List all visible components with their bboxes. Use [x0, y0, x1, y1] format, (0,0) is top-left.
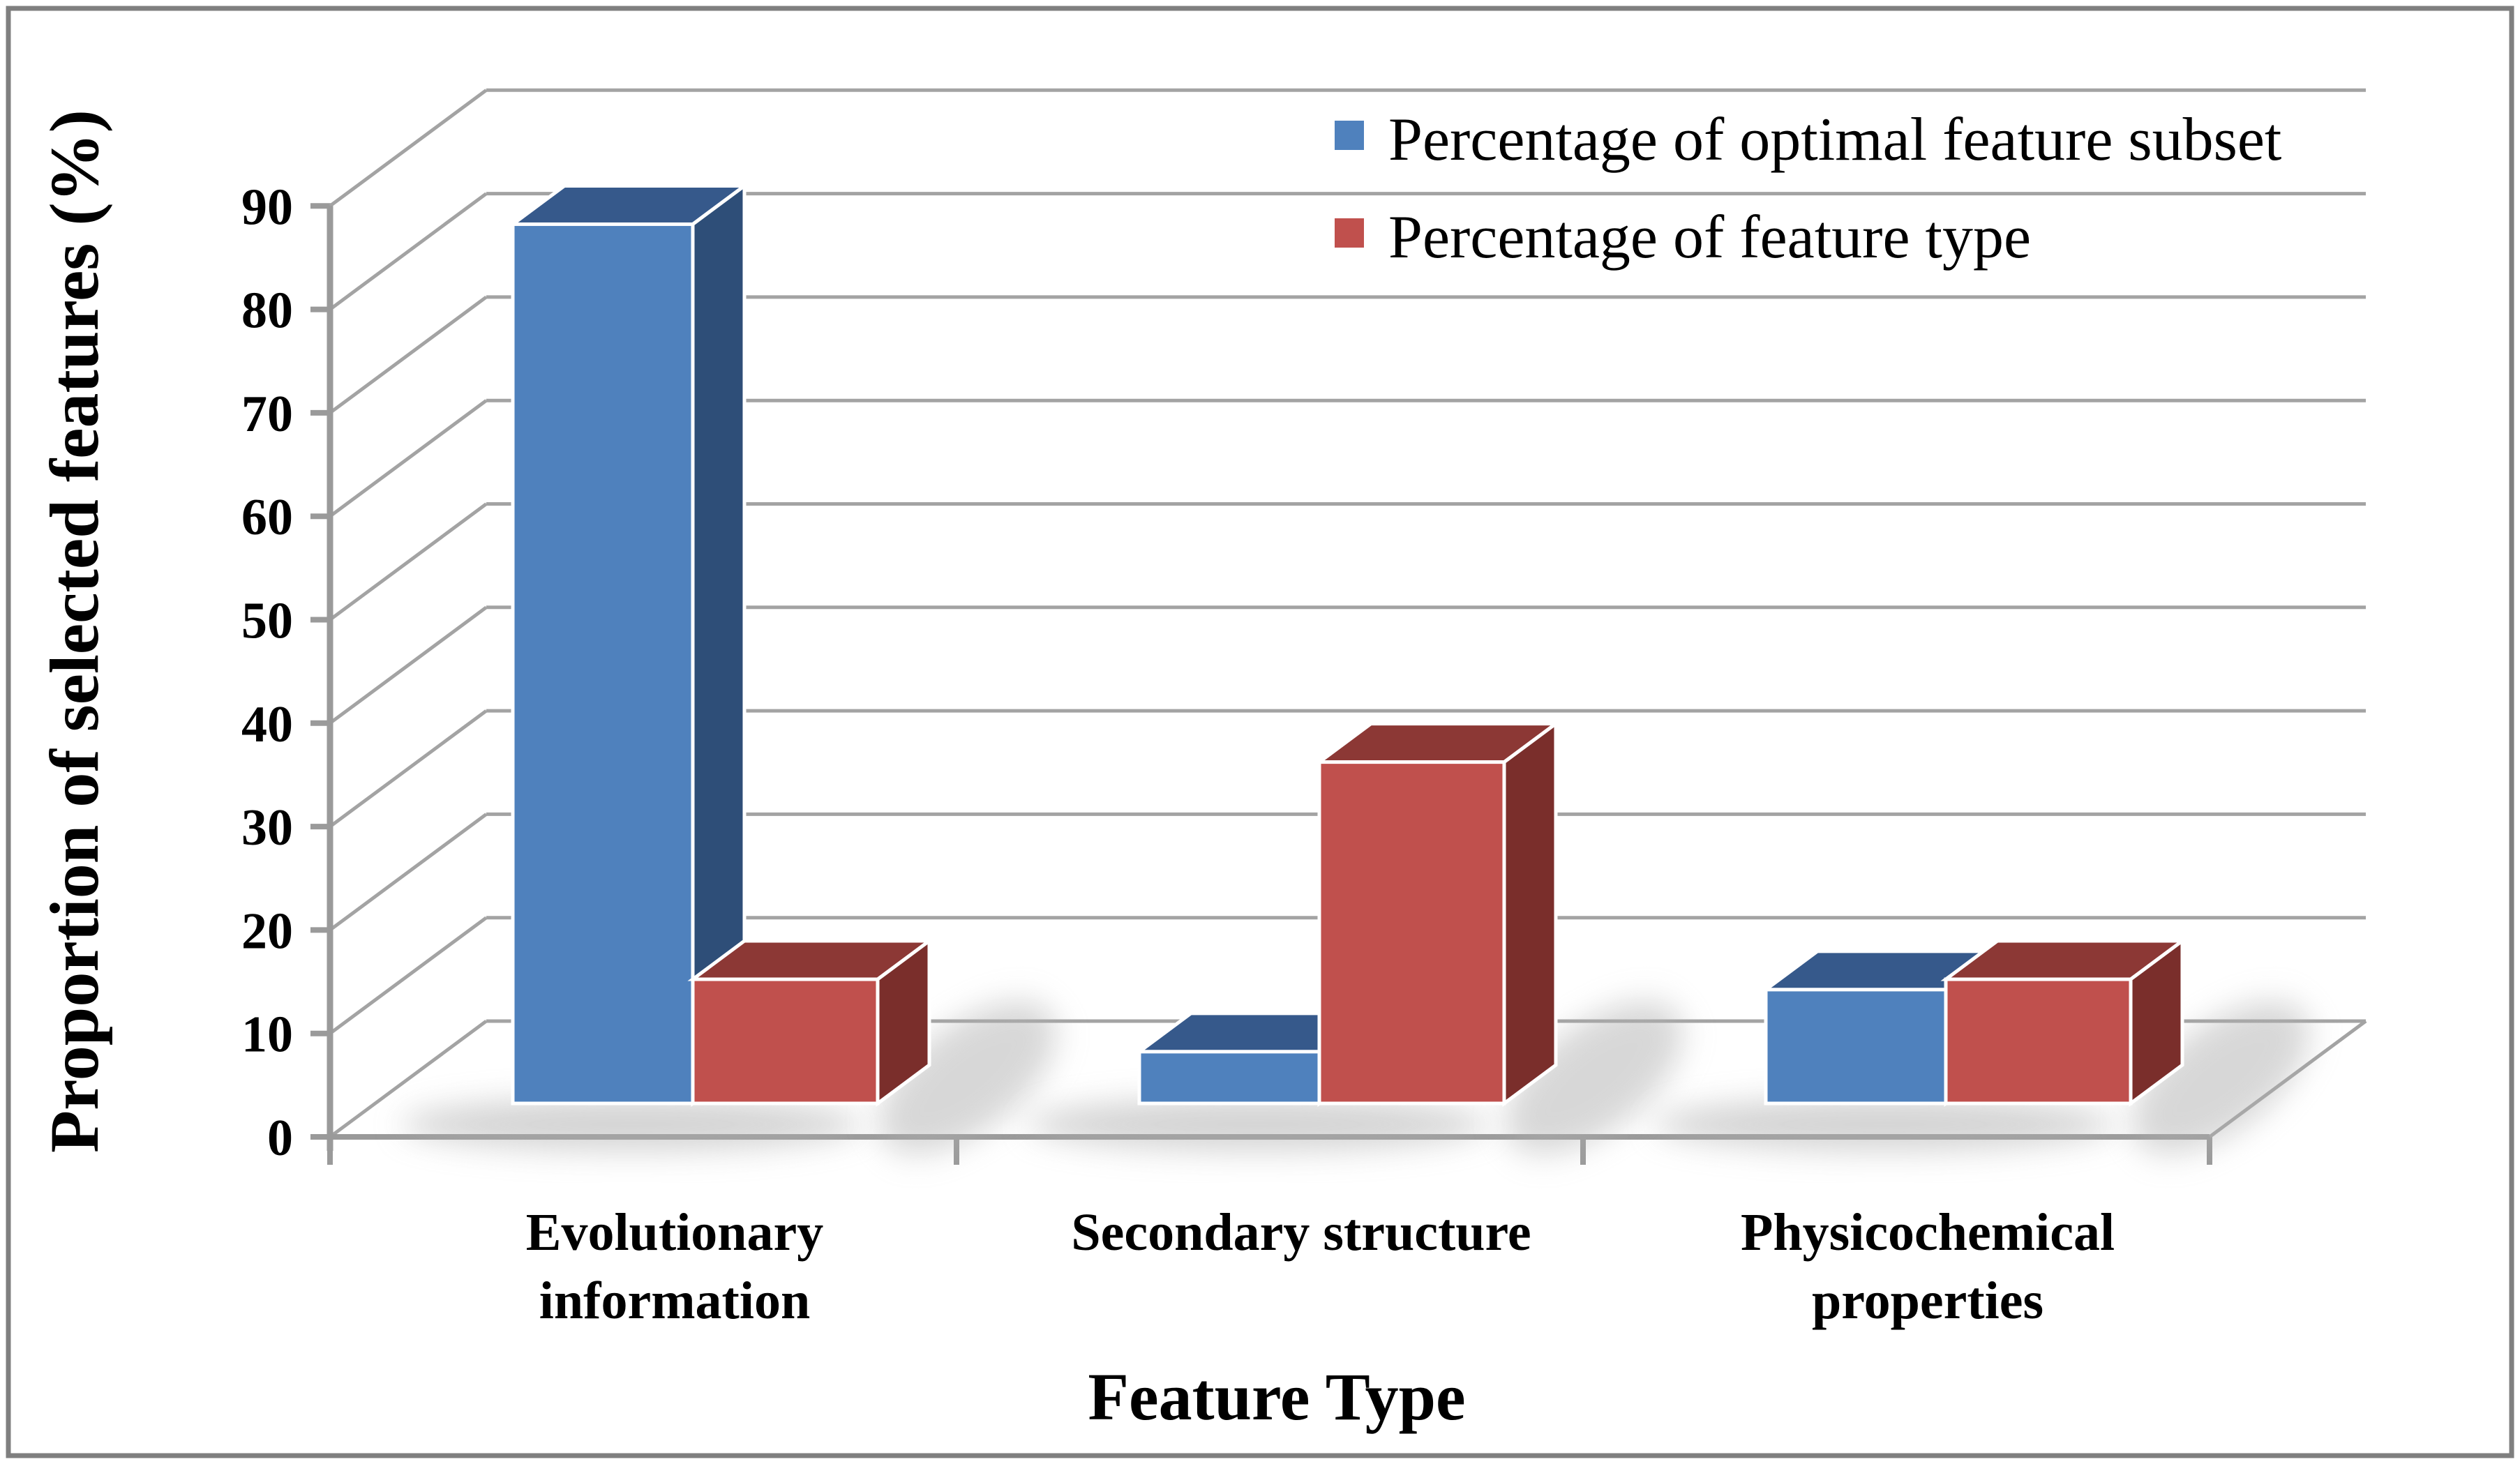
bar-series1-cat3: [1764, 988, 1948, 1105]
bar-series2-cat1: [691, 977, 880, 1105]
category-label: properties: [1812, 1271, 2043, 1330]
gridline-side: [329, 916, 488, 1035]
y-axis-title: Proportion of selected features (%): [36, 110, 113, 1153]
y-tick-label: 70: [241, 386, 293, 443]
y-tick-label: 80: [241, 282, 293, 340]
figure-border: [6, 6, 2514, 1458]
gridline-side: [329, 192, 488, 311]
bar-shadow: [1654, 1098, 2115, 1151]
y-tick-label: 10: [241, 1006, 293, 1064]
bar-series1-cat1: [511, 222, 695, 1105]
bar-series2-cat3: [1944, 977, 2133, 1105]
bar-shadow: [1506, 1001, 1683, 1154]
gridline-side: [329, 399, 488, 518]
bar-series1-cat2: [1137, 1050, 1321, 1105]
gridline-side: [329, 1019, 488, 1139]
gridline-side: [329, 813, 488, 932]
y-tick-label: 40: [241, 696, 293, 753]
legend-swatch: [1335, 121, 1364, 150]
category-label: Evolutionary: [526, 1203, 824, 1262]
y-tick-label: 50: [241, 593, 293, 650]
y-tick-label: 20: [241, 903, 293, 960]
y-tick-label: 60: [241, 489, 293, 546]
gridline-side: [329, 605, 488, 725]
legend-label: Percentage of feature type: [1388, 204, 2031, 271]
gridline-side: [329, 295, 488, 414]
y-tick-label: 90: [241, 179, 293, 236]
gridline-side: [329, 502, 488, 621]
bar-shadow: [2132, 1001, 2309, 1154]
bar-series2-cat2-side: [1502, 720, 1558, 1107]
category-label: Physicochemical: [1741, 1203, 2115, 1262]
y-tick-label: 30: [241, 799, 293, 856]
bar-series2-cat2: [1317, 760, 1506, 1105]
bar-shadow: [879, 1001, 1056, 1154]
x-axis-title: Feature Type: [1088, 1359, 1465, 1434]
bar-shadow: [1028, 1098, 1488, 1151]
legend-label: Percentage of optimal feature subset: [1388, 106, 2281, 174]
category-label: information: [539, 1271, 810, 1330]
y-tick-label: 0: [267, 1110, 293, 1167]
gridline-side: [329, 89, 488, 208]
category-label: Secondary structure: [1071, 1203, 1531, 1262]
bar-shadow: [401, 1098, 862, 1151]
legend-swatch: [1335, 218, 1364, 248]
gridline-side: [329, 709, 488, 829]
